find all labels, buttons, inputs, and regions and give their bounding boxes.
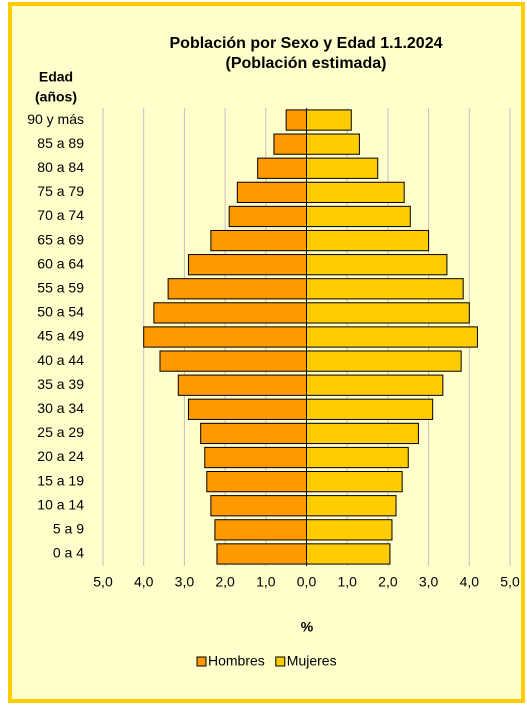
- bar: [177, 374, 307, 396]
- x-tick-label: 5,0: [93, 574, 113, 590]
- legend-swatch: [275, 656, 286, 667]
- y-tick-label: 40 a 44: [37, 352, 84, 368]
- bar: [257, 157, 308, 179]
- y-tick-label: 70 a 74: [37, 207, 84, 223]
- x-tick-label: 0,0: [297, 574, 317, 590]
- chart-subtitle: (Población estimada): [226, 55, 387, 72]
- x-tick-label: 2,0: [215, 574, 235, 590]
- bar: [306, 302, 470, 324]
- y-tick-label: 25 a 29: [37, 424, 84, 440]
- y-tick-label: 50 a 54: [37, 304, 84, 320]
- chart-title: Población por Sexo y Edad 1.1.2024: [170, 35, 443, 52]
- y-tick-label: 65 a 69: [37, 231, 84, 247]
- bar: [306, 181, 405, 203]
- y-tick-label: 60 a 64: [37, 255, 84, 271]
- bar: [204, 446, 307, 469]
- legend-label: Mujeres: [287, 653, 337, 669]
- bar: [306, 495, 397, 517]
- y-tick-label: 10 a 14: [37, 496, 84, 512]
- x-tick-label: 4,0: [134, 574, 154, 590]
- bar: [210, 495, 307, 517]
- bar: [306, 326, 478, 348]
- bar: [153, 302, 307, 324]
- bar: [306, 229, 430, 252]
- y-tick-label: 90 y más: [27, 111, 84, 127]
- y-tick-label: 85 a 89: [37, 135, 84, 151]
- bar: [206, 471, 307, 493]
- x-tick-label: 5,0: [500, 574, 520, 590]
- bar: [167, 278, 307, 300]
- bar: [306, 446, 409, 469]
- y-tick-label: 15 a 19: [37, 472, 84, 488]
- bar: [273, 133, 308, 155]
- x-tick-label: 3,0: [175, 574, 195, 590]
- x-tick-label: 1,0: [337, 574, 357, 590]
- y-axis-label: Edad: [39, 69, 73, 85]
- bar: [216, 543, 308, 565]
- bar: [200, 422, 307, 445]
- bar: [306, 350, 462, 372]
- y-tick-label: 0 a 4: [53, 545, 84, 561]
- bar: [306, 471, 403, 493]
- bar: [306, 422, 419, 445]
- y-tick-label: 20 a 24: [37, 448, 84, 464]
- bar: [306, 205, 411, 228]
- bar: [306, 519, 393, 541]
- y-tick-label: 45 a 49: [37, 328, 84, 344]
- y-tick-label: 35 a 39: [37, 376, 84, 392]
- bar: [306, 278, 464, 300]
- y-tick-label: 75 a 79: [37, 183, 84, 199]
- bar: [210, 229, 307, 252]
- y-tick-label: 55 a 59: [37, 279, 84, 295]
- y-tick-label: 5 a 9: [53, 521, 84, 537]
- y-tick-label: 80 a 84: [37, 159, 84, 175]
- bar: [143, 326, 307, 348]
- x-tick-label: 3,0: [419, 574, 439, 590]
- bar: [214, 519, 307, 541]
- bar: [306, 374, 444, 396]
- bar: [306, 133, 360, 155]
- bar: [306, 157, 379, 179]
- y-axis-label: (años): [35, 89, 77, 105]
- bar: [306, 543, 391, 565]
- y-tick-label: 30 a 34: [37, 400, 84, 416]
- bar: [306, 254, 448, 276]
- bar: [306, 398, 434, 420]
- bar: [159, 350, 307, 372]
- x-axis-label: %: [301, 619, 314, 635]
- bar: [306, 109, 352, 131]
- x-tick-label: 4,0: [460, 574, 480, 590]
- bar: [236, 181, 307, 203]
- bar: [285, 109, 307, 131]
- bar: [228, 205, 307, 228]
- x-tick-label: 1,0: [256, 574, 276, 590]
- bar: [187, 398, 307, 420]
- bar: [187, 254, 307, 276]
- legend-swatch: [196, 656, 207, 667]
- legend-label: Hombres: [208, 653, 265, 669]
- x-tick-label: 2,0: [378, 574, 398, 590]
